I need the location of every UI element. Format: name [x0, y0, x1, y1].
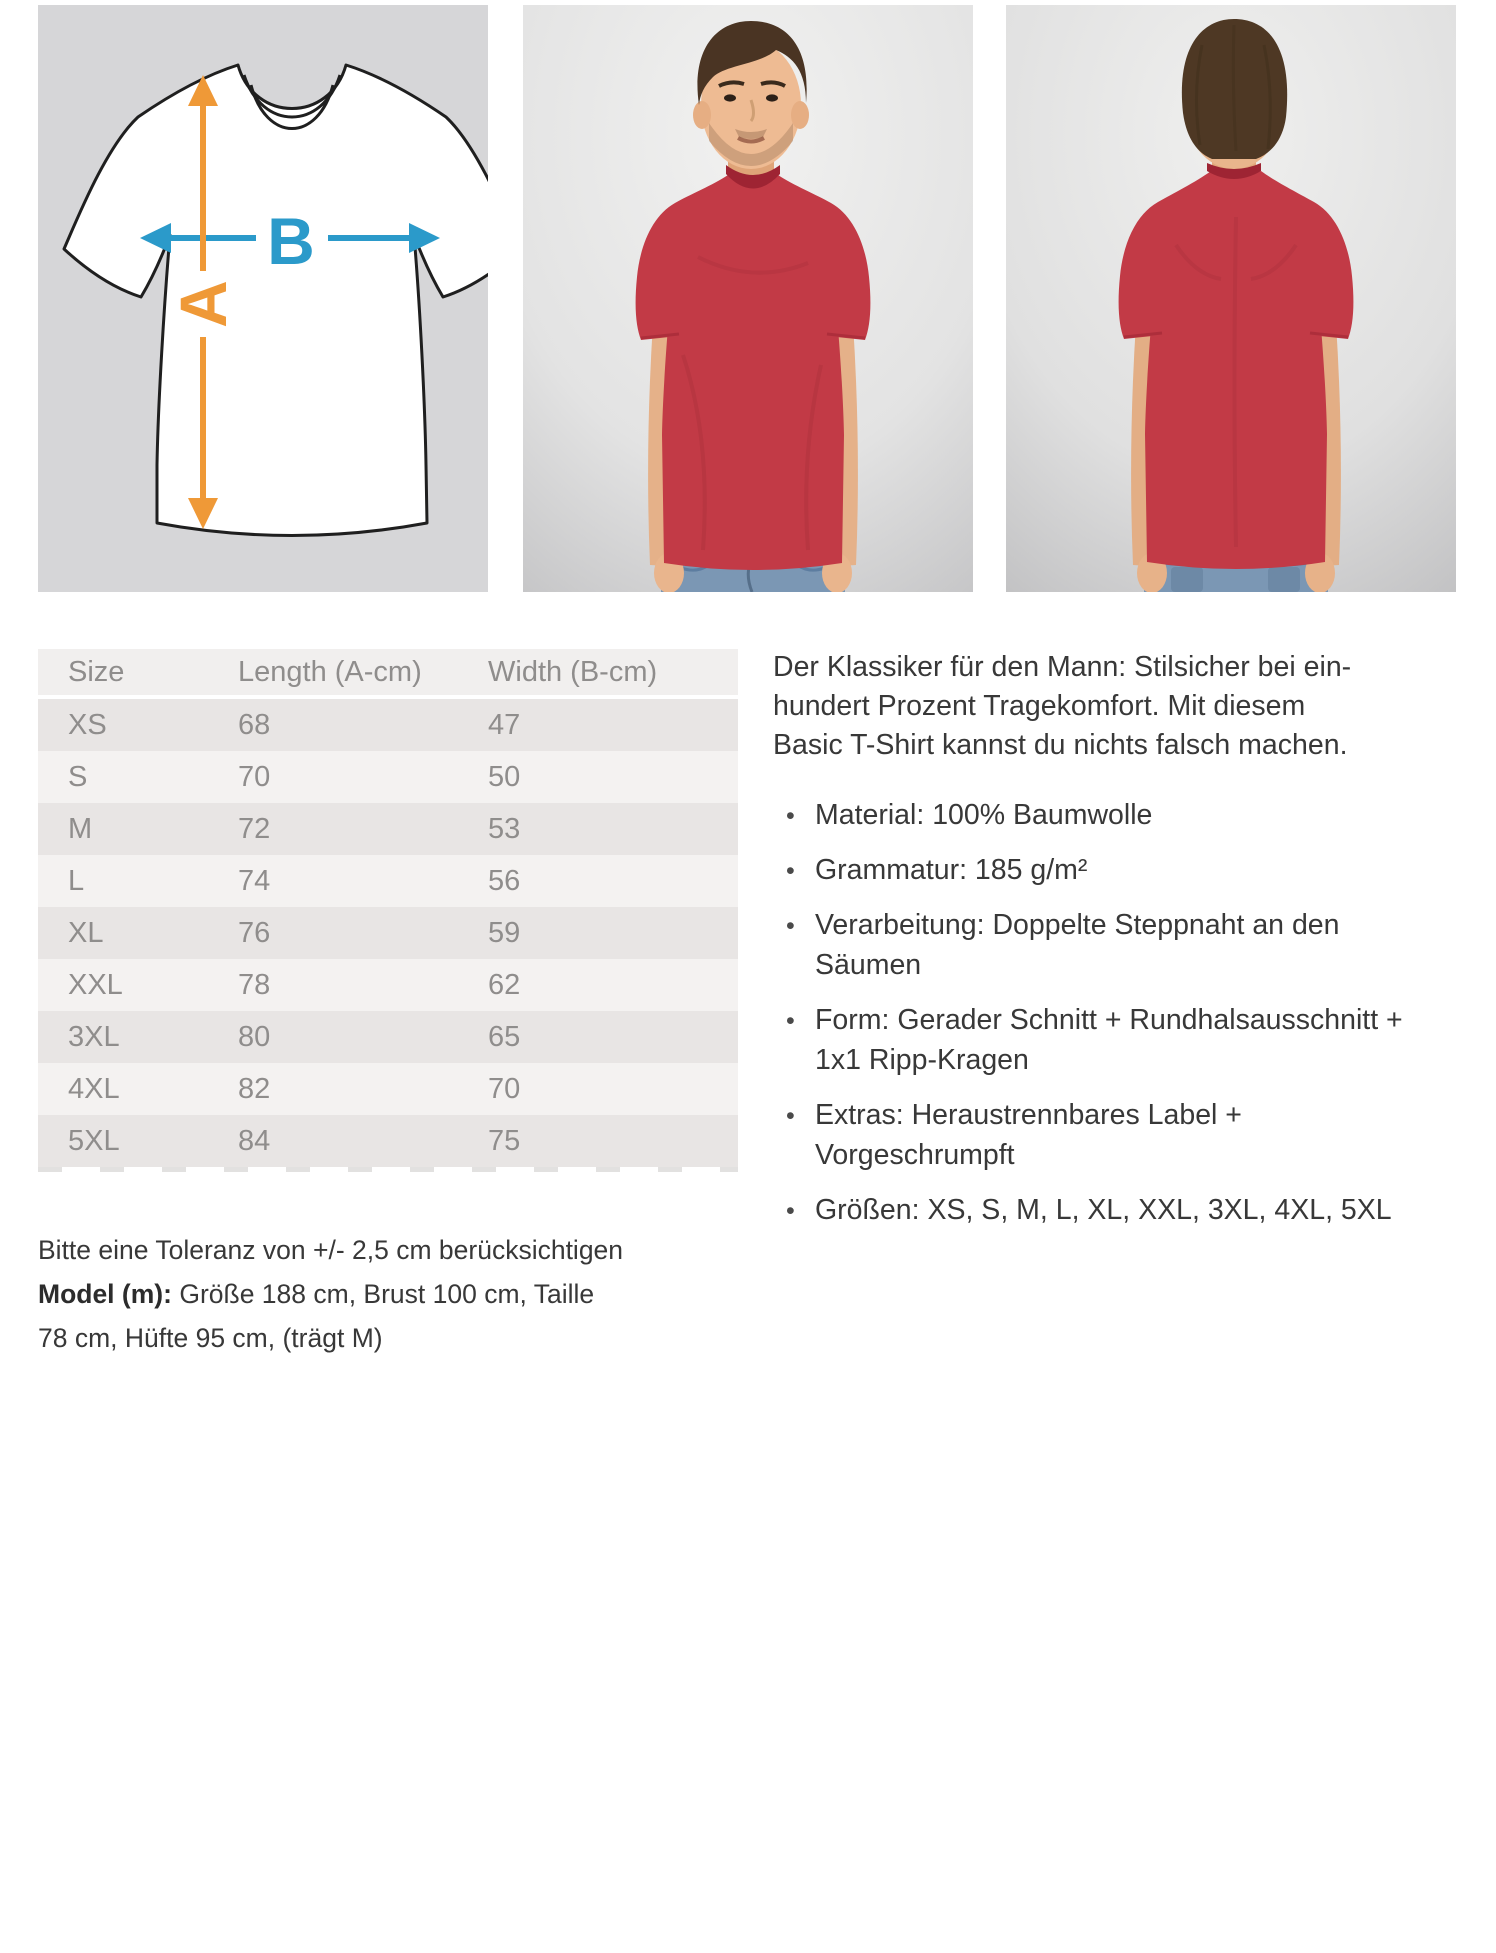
cell-length: 80: [208, 1011, 458, 1063]
table-row: L 74 56: [38, 855, 738, 907]
bullet-icon: •: [786, 1102, 795, 1130]
size-diagram-image: B A: [38, 5, 488, 592]
size-table: Size Length (A-cm) Width (B-cm) XS 68 47 S 7…: [38, 649, 738, 1167]
spec-bullet-item: • Extras: Heraustrennbares Label + Vorges…: [773, 1095, 1415, 1175]
size-table-header-row: Size Length (A-cm) Width (B-cm): [38, 649, 738, 699]
table-row: XS 68 47: [38, 697, 738, 751]
cell-width: 65: [458, 1011, 738, 1063]
table-row: 4XL 82 70: [38, 1063, 738, 1115]
size-table-body: XS 68 47 S 70 50 M 72 53 L 74 56 XL 76 59 XXL 78 62 3XL 80 6…: [38, 697, 738, 1167]
cell-length: 70: [208, 751, 458, 803]
model-label: Model (m):: [38, 1279, 172, 1309]
cropped-row-artifact: [38, 1167, 738, 1172]
spec-bullet-item: • Verarbeitung: Doppelte Steppnaht an den…: [773, 905, 1415, 985]
cell-size: L: [38, 855, 208, 907]
size-diagram-svg: B A: [38, 5, 488, 592]
measurement-notes: Bitte eine Toleranz von +/- 2,5 cm berüc…: [38, 1228, 678, 1360]
model-front-photo: [523, 5, 973, 592]
cell-width: 47: [458, 697, 738, 751]
cell-length: 74: [208, 855, 458, 907]
bullet-text: Größen: XS, S, M, L, XL, XXL, 3XL, 4XL, …: [815, 1194, 1392, 1226]
length-arrow-label: A: [166, 280, 240, 328]
cell-size: 3XL: [38, 1011, 208, 1063]
tshirt-back: [1118, 163, 1354, 569]
width-arrow-b: B: [140, 204, 440, 278]
cell-size: XS: [38, 697, 208, 751]
cell-length: 68: [208, 697, 458, 751]
cell-size: 5XL: [38, 1115, 208, 1167]
model-head-front: [693, 21, 809, 195]
length-arrow-a: A: [166, 75, 240, 529]
cell-size: XL: [38, 907, 208, 959]
bullet-icon: •: [786, 857, 795, 885]
table-row: XXL 78 62: [38, 959, 738, 1011]
model-measurements-part1: Größe 188 cm, Brust 100 cm, Taille: [179, 1279, 595, 1309]
spec-bullet-item: • Form: Gerader Schnitt + Rundhalsausschn…: [773, 1000, 1415, 1080]
cell-width: 75: [458, 1115, 738, 1167]
description-intro: Der Klassiker für den Mann: Stilsicher b…: [773, 648, 1457, 765]
bullet-icon: •: [786, 1197, 795, 1225]
bullet-text: Form: Gerader Schnitt + Rundhalsausschni…: [815, 1004, 1403, 1076]
bullet-text: Material: 100% Baumwolle: [815, 799, 1153, 831]
tshirt-front: [635, 165, 871, 570]
spec-bullet-item: • Material: 100% Baumwolle: [773, 795, 1415, 835]
tshirt-outline-drawing: [62, 63, 488, 537]
bullet-text: Extras: Heraustrennbares Label + Vorgesc…: [815, 1099, 1242, 1171]
cell-length: 72: [208, 803, 458, 855]
bullet-icon: •: [786, 802, 795, 830]
intro-line: Basic T-Shirt kannst du nichts falsch ma…: [773, 729, 1348, 761]
cell-length: 76: [208, 907, 458, 959]
cell-size: M: [38, 803, 208, 855]
cell-size: 4XL: [38, 1063, 208, 1115]
product-description: Der Klassiker für den Mann: Stilsicher b…: [773, 648, 1457, 1245]
table-row: M 72 53: [38, 803, 738, 855]
cell-width: 56: [458, 855, 738, 907]
cell-width: 70: [458, 1063, 738, 1115]
model-measurements-line1: Model (m): Größe 188 cm, Brust 100 cm, T…: [38, 1272, 678, 1316]
intro-line: Der Klassiker für den Mann: Stilsicher b…: [773, 651, 1352, 683]
bullet-icon: •: [786, 912, 795, 940]
intro-line: hundert Prozent Tragekomfort. Mit diesem: [773, 690, 1306, 722]
model-measurements-line2: 78 cm, Hüfte 95 cm, (trägt M): [38, 1323, 383, 1353]
table-row: 3XL 80 65: [38, 1011, 738, 1063]
table-row: 5XL 84 75: [38, 1115, 738, 1167]
cell-width: 50: [458, 751, 738, 803]
model-back-photo: [1006, 5, 1456, 592]
spec-bullet-item: • Größen: XS, S, M, L, XL, XXL, 3XL, 4XL,…: [773, 1190, 1415, 1230]
bullet-text: Verarbeitung: Doppelte Steppnaht an den …: [815, 909, 1340, 981]
col-header-width: Width (B-cm): [458, 649, 738, 699]
bullet-text: Grammatur: 185 g/m²: [815, 854, 1088, 886]
cell-length: 78: [208, 959, 458, 1011]
col-header-length: Length (A-cm): [208, 649, 458, 699]
cell-width: 62: [458, 959, 738, 1011]
cell-width: 53: [458, 803, 738, 855]
width-arrow-label: B: [267, 204, 315, 278]
cell-length: 82: [208, 1063, 458, 1115]
col-header-size: Size: [38, 649, 208, 699]
cell-length: 84: [208, 1115, 458, 1167]
bullet-icon: •: [786, 1007, 795, 1035]
table-row: S 70 50: [38, 751, 738, 803]
model-head-back: [1181, 19, 1288, 193]
cell-size: S: [38, 751, 208, 803]
table-row: XL 76 59: [38, 907, 738, 959]
spec-bullet-list: • Material: 100% Baumwolle • Grammatur: 185…: [773, 795, 1415, 1230]
cell-size: XXL: [38, 959, 208, 1011]
model-front-svg: [523, 5, 973, 592]
spec-bullet-item: • Grammatur: 185 g/m²: [773, 850, 1415, 890]
model-back-svg: [1006, 5, 1456, 592]
cell-width: 59: [458, 907, 738, 959]
tolerance-note: Bitte eine Toleranz von +/- 2,5 cm berüc…: [38, 1235, 624, 1265]
